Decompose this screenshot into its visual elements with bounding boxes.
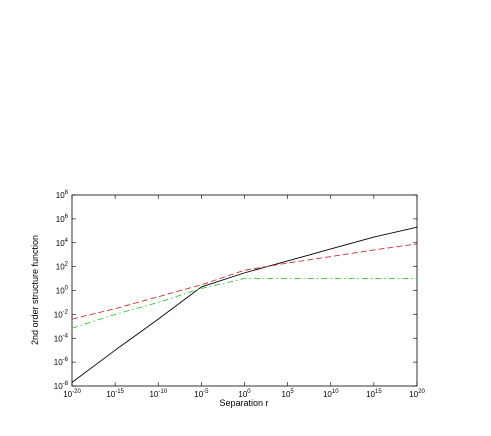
y-tick-label: 104 bbox=[56, 238, 69, 248]
x-tick-label: 1010 bbox=[323, 389, 339, 399]
y-tick-label: 10-8 bbox=[54, 381, 69, 391]
x-tick-label: 1020 bbox=[409, 389, 425, 399]
x-tick-label: 10-5 bbox=[194, 389, 209, 399]
y-tick-label: 106 bbox=[56, 214, 69, 224]
series-line-3 bbox=[71, 278, 417, 329]
x-tick-label: 100 bbox=[238, 389, 251, 399]
y-tick-label: 108 bbox=[56, 190, 69, 200]
y-tick-label: 100 bbox=[56, 286, 69, 296]
ticks-layer: 10-20 10-15 10-10 10-5 100 105 1010 1015 1020 10-… bbox=[54, 190, 426, 399]
x-tick-label: 105 bbox=[282, 389, 295, 399]
series-line-1 bbox=[71, 226, 418, 383]
series-layer bbox=[71, 226, 418, 383]
x-tick-label: 10-20 bbox=[63, 389, 81, 399]
x-tick-label: 10-10 bbox=[149, 389, 167, 399]
y-tick-label: 102 bbox=[56, 262, 69, 272]
y-tick-label: 10-4 bbox=[54, 333, 69, 343]
x-axis-label: Separation r bbox=[219, 398, 268, 408]
y-tick-label: 10-6 bbox=[54, 357, 69, 367]
x-tick-label: 1015 bbox=[366, 389, 382, 399]
series-line-2 bbox=[71, 243, 418, 320]
x-tick-label: 10-15 bbox=[106, 389, 124, 399]
plot-area-frame bbox=[71, 194, 418, 387]
y-axis-label: 2nd order structure function bbox=[30, 235, 40, 345]
y-tick-label: 10-2 bbox=[54, 309, 69, 319]
